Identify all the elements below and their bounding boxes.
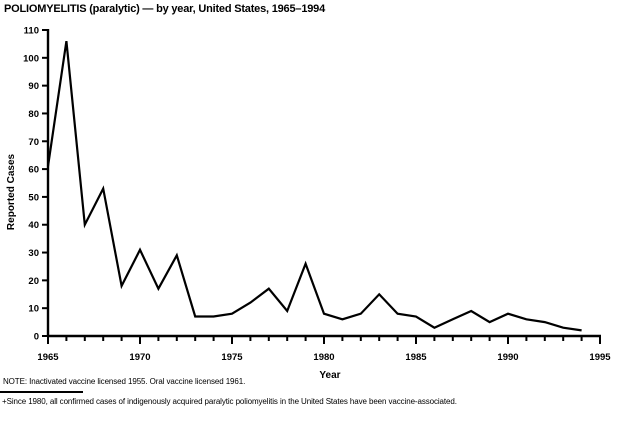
- data-line: [46, 40, 582, 332]
- x-tick-label: 1985: [405, 352, 427, 363]
- y-tick-label: 70: [28, 137, 39, 148]
- x-axis-title: Year: [319, 370, 340, 381]
- y-tick-label: 110: [24, 26, 39, 37]
- x-tick-label: 1995: [589, 352, 611, 363]
- footnote-marker: +: [2, 397, 7, 406]
- x-tick-label: 1975: [221, 352, 243, 363]
- x-tick-label: 1965: [37, 352, 59, 363]
- y-tick-label: 90: [28, 81, 39, 92]
- footnote-body: Since 1980, all confirmed cases of indig…: [6, 397, 457, 406]
- x-tick-label: 1990: [497, 352, 518, 363]
- y-tick-label: 40: [28, 220, 39, 231]
- x-tick-label: 1980: [313, 352, 334, 363]
- y-tick-label: 0: [34, 332, 39, 343]
- note-text: NOTE: Inactivated vaccine licensed 1955.…: [3, 377, 246, 386]
- y-tick-label: 30: [28, 248, 39, 259]
- footnote-text: +Since 1980, all confirmed cases of indi…: [2, 397, 457, 406]
- y-tick-label: 20: [28, 276, 39, 287]
- chart-svg: 0 10 20 30 40 50 60 70 80 90 100 110 1965 1970 1975 198…: [6, 26, 611, 382]
- x-tick-label: 1970: [129, 352, 150, 363]
- y-tick-label: 50: [28, 192, 39, 203]
- y-tick-label: 10: [28, 304, 39, 315]
- chart-title: POLIOMYELITIS (paralytic) — by year, Uni…: [4, 3, 325, 15]
- y-axis-title: Reported Cases: [6, 153, 17, 230]
- y-tick-label: 100: [23, 53, 39, 64]
- y-tick-label: 60: [28, 165, 39, 176]
- y-tick-label: 80: [28, 109, 39, 120]
- footnote-rule: [0, 391, 83, 393]
